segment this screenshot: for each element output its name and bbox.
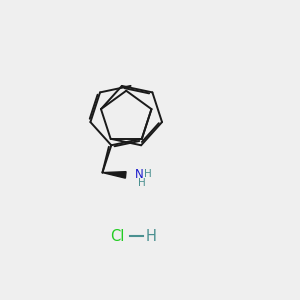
Text: H: H	[143, 169, 151, 179]
Polygon shape	[102, 172, 126, 178]
Text: Cl: Cl	[110, 229, 124, 244]
Text: H: H	[146, 229, 157, 244]
Text: H: H	[138, 178, 146, 188]
Text: N: N	[135, 168, 144, 181]
